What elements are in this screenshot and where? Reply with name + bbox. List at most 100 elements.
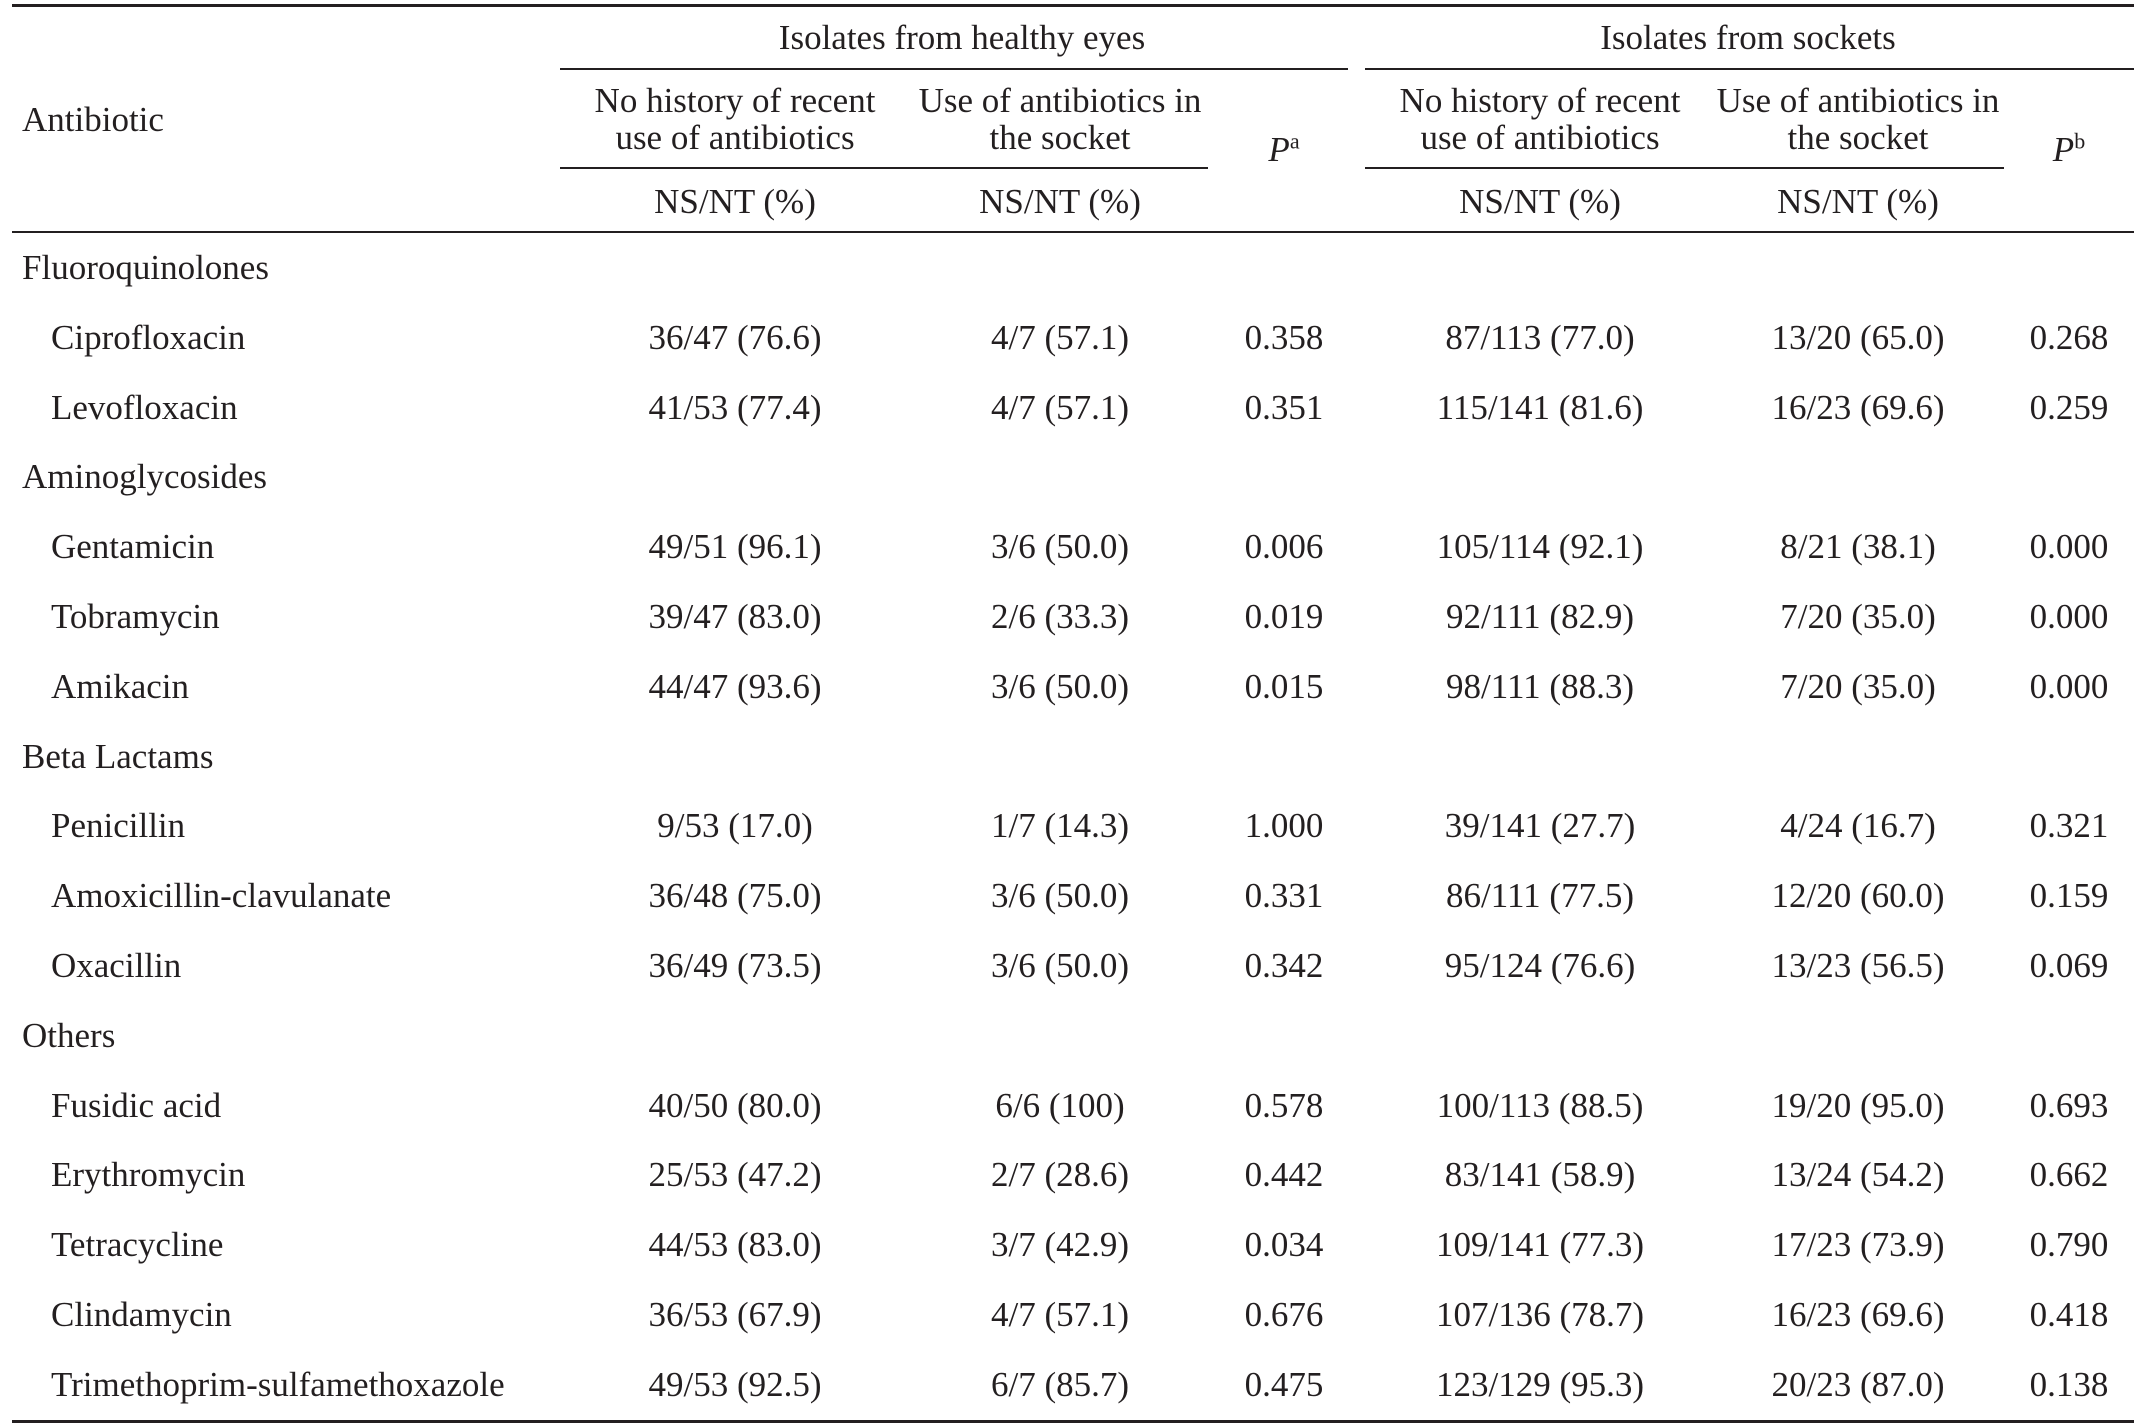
cell-p-a: 0.019 <box>1244 597 1324 636</box>
cell-healthy-use: 3/6 (50.0) <box>990 666 1130 706</box>
cell-p-b: 0.000 <box>2029 597 2109 636</box>
cell-antibiotic: Oxacillin <box>51 946 182 985</box>
cell-sockets-use: 20/23 (87.0) <box>1771 1364 1945 1404</box>
cell-p-a: 0.331 <box>1244 876 1324 916</box>
cell-p-a: 0.358 <box>1244 317 1324 357</box>
header-sockets-use-socket: Use of antibiotics in the socket <box>1716 81 2000 157</box>
cell-sockets-no-history: 39/141 (27.7) <box>1444 806 1636 846</box>
header-ns-nt-sockets-use: NS/NT (%) <box>1777 182 1939 221</box>
cell-p-b: 0.790 <box>2029 1225 2109 1265</box>
cell-p-b: 0.662 <box>2029 1155 2109 1195</box>
cell-antibiotic: Fusidic acid <box>51 1085 222 1125</box>
cell-p-a: 0.351 <box>1244 387 1324 427</box>
cell-p-b: 0.259 <box>2029 387 2109 427</box>
cell-p-b: 0.138 <box>2029 1364 2109 1404</box>
header-p-a: Pa <box>1268 128 1300 169</box>
header-sockets-no-history: No history of recent use of antibiotics <box>1399 81 1681 157</box>
cell-healthy-use: 4/7 (57.1) <box>990 387 1130 427</box>
group-rule-healthy <box>560 68 1348 70</box>
cell-sockets-use: 19/20 (95.0) <box>1771 1085 1945 1125</box>
subgroup-rule-healthy <box>560 167 1208 169</box>
cell-antibiotic: Erythromycin <box>51 1155 246 1195</box>
bottom-rule <box>12 1420 2134 1423</box>
subgroup-rule-sockets <box>1365 167 2004 169</box>
header-healthy-no-history: No history of recent use of antibiotics <box>594 81 876 157</box>
cell-sockets-no-history: 86/111 (77.5) <box>1446 876 1634 916</box>
cell-healthy-use: 3/6 (50.0) <box>990 527 1130 567</box>
cell-sockets-no-history: 83/141 (58.9) <box>1444 1155 1636 1195</box>
section-heading: Aminoglycosides <box>22 457 267 497</box>
cell-antibiotic: Trimethoprim-sulfamethoxazole <box>51 1364 505 1404</box>
cell-healthy-use: 3/6 (50.0) <box>990 946 1130 985</box>
cell-sockets-no-history: 105/114 (92.1) <box>1436 527 1644 567</box>
header-group-healthy: Isolates from healthy eyes <box>778 18 1146 57</box>
cell-p-a: 1.000 <box>1244 806 1324 846</box>
header-p-b: Pb <box>2052 128 2086 169</box>
cell-p-a: 0.578 <box>1244 1085 1324 1125</box>
cell-sockets-use: 17/23 (73.9) <box>1771 1225 1945 1265</box>
cell-p-b: 0.693 <box>2029 1085 2109 1125</box>
cell-healthy-use: 4/7 (57.1) <box>990 317 1130 357</box>
cell-healthy-no-history: 41/53 (77.4) <box>648 387 822 427</box>
cell-p-b: 0.268 <box>2029 317 2109 357</box>
cell-healthy-use: 1/7 (14.3) <box>990 806 1130 846</box>
cell-sockets-use: 12/20 (60.0) <box>1771 876 1945 916</box>
cell-healthy-no-history: 44/53 (83.0) <box>648 1225 822 1265</box>
cell-sockets-no-history: 100/113 (88.5) <box>1436 1085 1644 1125</box>
cell-sockets-use: 13/20 (65.0) <box>1771 317 1945 357</box>
cell-sockets-no-history: 123/129 (95.3) <box>1435 1364 1645 1404</box>
cell-healthy-no-history: 36/53 (67.9) <box>648 1295 822 1334</box>
cell-sockets-no-history: 95/124 (76.6) <box>1444 946 1636 985</box>
cell-antibiotic: Amikacin <box>51 666 190 706</box>
section-heading: Fluoroquinolones <box>22 248 269 287</box>
cell-antibiotic: Penicillin <box>51 806 186 846</box>
cell-sockets-no-history: 92/111 (82.9) <box>1446 597 1634 636</box>
cell-antibiotic: Levofloxacin <box>51 387 238 427</box>
cell-antibiotic: Gentamicin <box>51 527 215 567</box>
cell-antibiotic: Tobramycin <box>51 597 220 636</box>
header-group-sockets: Isolates from sockets <box>1600 18 1896 57</box>
header-ns-nt-healthy-no-history: NS/NT (%) <box>654 182 816 221</box>
cell-p-b: 0.321 <box>2029 806 2109 846</box>
cell-sockets-no-history: 115/141 (81.6) <box>1436 387 1644 427</box>
cell-healthy-no-history: 36/47 (76.6) <box>648 317 822 357</box>
cell-healthy-use: 2/7 (28.6) <box>990 1155 1130 1195</box>
cell-p-a: 0.475 <box>1244 1364 1324 1404</box>
cell-healthy-use: 3/7 (42.9) <box>990 1225 1130 1265</box>
cell-p-b: 0.000 <box>2029 666 2109 706</box>
cell-sockets-use: 4/24 (16.7) <box>1780 806 1936 846</box>
cell-sockets-no-history: 107/136 (78.7) <box>1435 1295 1645 1334</box>
cell-sockets-use: 7/20 (35.0) <box>1780 666 1936 706</box>
cell-p-b: 0.000 <box>2029 527 2109 567</box>
cell-p-a: 0.006 <box>1244 527 1324 567</box>
section-heading: Beta Lactams <box>22 736 214 776</box>
cell-p-b: 0.418 <box>2029 1295 2109 1334</box>
header-antibiotic: Antibiotic <box>22 100 164 139</box>
cell-sockets-use: 13/24 (54.2) <box>1771 1155 1945 1195</box>
cell-sockets-use: 13/23 (56.5) <box>1771 946 1945 985</box>
cell-healthy-no-history: 40/50 (80.0) <box>648 1085 822 1125</box>
group-rule-sockets <box>1365 68 2134 70</box>
cell-healthy-no-history: 9/53 (17.0) <box>657 806 813 846</box>
cell-p-a: 0.034 <box>1244 1225 1324 1265</box>
cell-antibiotic: Clindamycin <box>51 1295 232 1334</box>
section-heading: Others <box>22 1015 116 1055</box>
cell-p-a: 0.442 <box>1244 1155 1324 1195</box>
cell-sockets-no-history: 87/113 (77.0) <box>1445 317 1635 357</box>
cell-p-b: 0.159 <box>2029 876 2109 916</box>
cell-healthy-no-history: 44/47 (93.6) <box>648 666 822 706</box>
top-rule <box>12 4 2134 7</box>
cell-p-a: 0.676 <box>1244 1295 1324 1334</box>
cell-sockets-use: 7/20 (35.0) <box>1780 597 1936 636</box>
cell-healthy-no-history: 39/47 (83.0) <box>648 597 822 636</box>
cell-healthy-no-history: 49/51 (96.1) <box>648 527 822 567</box>
cell-healthy-use: 3/6 (50.0) <box>990 876 1130 916</box>
cell-p-a: 0.015 <box>1244 666 1324 706</box>
cell-sockets-use: 16/23 (69.6) <box>1771 1295 1945 1334</box>
header-ns-nt-sockets-no-history: NS/NT (%) <box>1459 182 1621 221</box>
header-healthy-use-socket: Use of antibiotics in the socket <box>918 81 1202 157</box>
header-bottom-rule <box>12 231 2134 233</box>
header-ns-nt-healthy-use: NS/NT (%) <box>979 182 1141 221</box>
cell-healthy-use: 6/6 (100) <box>995 1085 1125 1125</box>
cell-p-b: 0.069 <box>2029 946 2109 985</box>
